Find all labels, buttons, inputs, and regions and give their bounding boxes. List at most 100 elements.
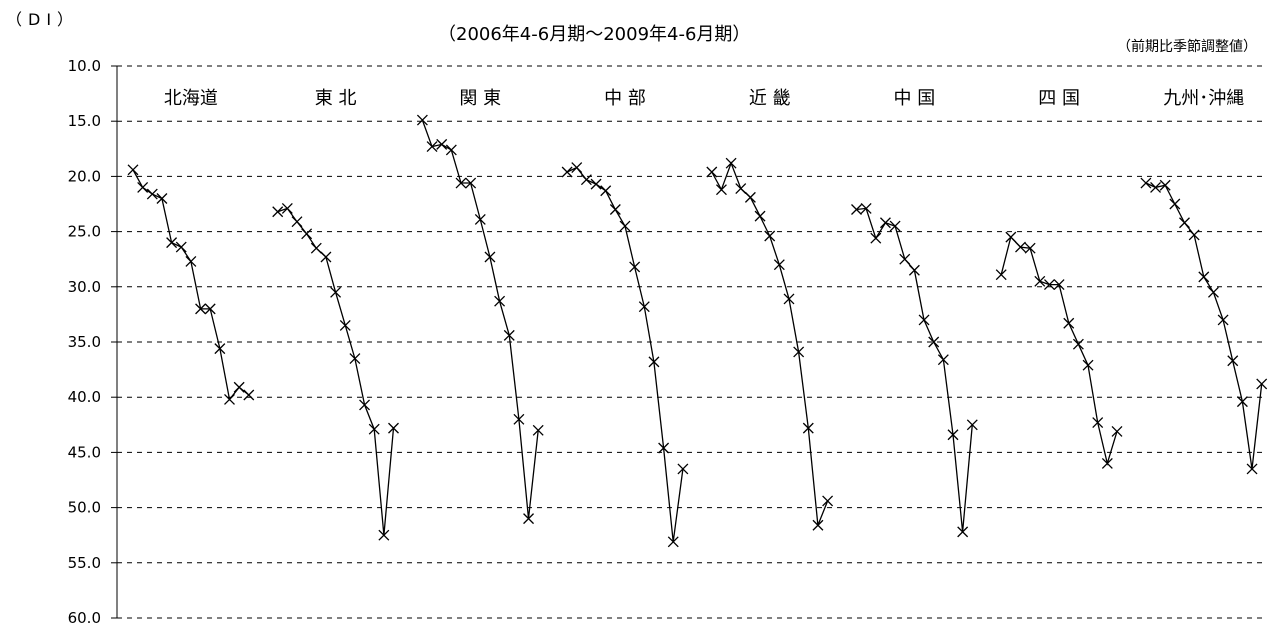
data-point-4-5 bbox=[754, 210, 766, 222]
data-point-2-4 bbox=[455, 177, 467, 189]
data-point-7-3 bbox=[1169, 198, 1181, 210]
data-point-6-4 bbox=[1034, 275, 1046, 287]
data-point-5-5 bbox=[899, 253, 911, 265]
data-point-3-3 bbox=[590, 178, 602, 190]
data-point-6-3 bbox=[1024, 242, 1036, 254]
data-point-0-5 bbox=[175, 241, 187, 253]
data-point-4-4 bbox=[744, 191, 756, 203]
data-point-5-12 bbox=[966, 419, 978, 431]
data-point-0-9 bbox=[214, 343, 226, 355]
data-point-1-11 bbox=[378, 529, 390, 541]
series-line-0 bbox=[132, 169, 250, 401]
data-point-3-11 bbox=[667, 536, 679, 548]
data-point-0-7 bbox=[195, 303, 207, 315]
data-point-1-0 bbox=[272, 206, 284, 218]
data-point-3-6 bbox=[619, 220, 631, 232]
data-point-7-7 bbox=[1207, 286, 1219, 298]
data-point-2-12 bbox=[532, 424, 544, 436]
data-point-6-2 bbox=[1015, 241, 1026, 253]
data-point-2-0 bbox=[416, 114, 428, 126]
data-point-4-6 bbox=[764, 230, 776, 242]
data-point-7-5 bbox=[1188, 229, 1200, 241]
y-tick-label-2: 20.0 bbox=[68, 167, 101, 185]
data-point-4-7 bbox=[773, 259, 785, 271]
data-point-0-11 bbox=[233, 381, 245, 393]
chart-note: （前期比季節調整値） bbox=[1117, 39, 1257, 55]
series-5 bbox=[851, 202, 978, 538]
data-point-3-0 bbox=[561, 166, 573, 178]
data-point-2-9 bbox=[503, 329, 515, 341]
y-tick-label-8: 50.0 bbox=[68, 499, 101, 517]
data-point-7-1 bbox=[1150, 181, 1162, 193]
region-label-2: 関 東 bbox=[459, 88, 501, 109]
data-point-5-8 bbox=[928, 336, 940, 348]
data-point-3-4 bbox=[600, 185, 612, 197]
data-point-3-1 bbox=[571, 162, 583, 174]
series-line-2 bbox=[421, 119, 539, 519]
data-point-1-12 bbox=[388, 422, 399, 434]
data-point-5-1 bbox=[860, 202, 872, 214]
series-2 bbox=[416, 114, 544, 525]
series-line-4 bbox=[711, 161, 829, 526]
data-point-3-12 bbox=[677, 463, 689, 475]
data-point-7-10 bbox=[1236, 396, 1248, 408]
data-point-7-2 bbox=[1159, 179, 1171, 191]
data-point-6-12 bbox=[1111, 425, 1123, 437]
series-7 bbox=[1140, 177, 1268, 475]
series-3 bbox=[561, 162, 689, 548]
data-point-2-2 bbox=[436, 138, 448, 150]
y-tick-label-5: 35.0 bbox=[68, 333, 101, 351]
data-point-6-11 bbox=[1101, 457, 1113, 469]
data-point-6-8 bbox=[1072, 338, 1084, 350]
data-point-3-5 bbox=[609, 204, 621, 215]
data-point-2-3 bbox=[445, 144, 457, 156]
data-point-6-7 bbox=[1063, 317, 1075, 329]
data-point-4-12 bbox=[822, 495, 834, 507]
region-label-1: 東 北 bbox=[315, 88, 357, 109]
y-tick-labels: 10.0 15.0 20.0 25.0 30.0 35.0 40.0 45.0 50.0 55.0… bbox=[68, 57, 101, 626]
data-point-2-6 bbox=[474, 213, 486, 225]
data-point-0-2 bbox=[146, 188, 158, 200]
data-point-7-4 bbox=[1179, 217, 1190, 229]
data-point-5-10 bbox=[947, 429, 959, 441]
data-point-4-11 bbox=[812, 519, 824, 531]
data-point-2-11 bbox=[523, 513, 535, 525]
data-point-7-12 bbox=[1256, 378, 1268, 390]
data-point-6-10 bbox=[1092, 417, 1104, 429]
y-tick-label-10: 60.0 bbox=[68, 609, 101, 626]
series-6 bbox=[995, 231, 1123, 469]
gridlines bbox=[111, 65, 1262, 619]
data-point-7-9 bbox=[1227, 355, 1239, 367]
data-point-1-8 bbox=[349, 353, 361, 365]
data-point-0-1 bbox=[137, 181, 149, 193]
data-point-5-0 bbox=[851, 204, 862, 215]
data-point-1-2 bbox=[291, 216, 303, 228]
data-point-7-8 bbox=[1217, 314, 1229, 326]
data-point-2-5 bbox=[465, 177, 477, 189]
data-point-1-6 bbox=[330, 286, 342, 298]
data-point-0-10 bbox=[224, 393, 235, 405]
data-point-5-9 bbox=[937, 354, 949, 366]
series-0 bbox=[127, 164, 255, 405]
region-label-0: 北海道 bbox=[164, 88, 218, 109]
data-point-0-12 bbox=[243, 389, 255, 401]
data-point-3-7 bbox=[629, 261, 641, 273]
y-tick-label-7: 45.0 bbox=[68, 443, 101, 461]
data-point-0-3 bbox=[156, 193, 168, 204]
series-line-1 bbox=[277, 207, 395, 536]
y-tick-label-4: 30.0 bbox=[68, 278, 101, 296]
data-point-2-8 bbox=[494, 295, 506, 307]
data-point-7-0 bbox=[1140, 177, 1152, 189]
series-line-7 bbox=[1145, 182, 1263, 470]
region-label-6: 四 国 bbox=[1038, 88, 1080, 109]
y-tick-label-1: 15.0 bbox=[68, 112, 101, 130]
data-point-4-10 bbox=[802, 422, 814, 434]
data-point-0-0 bbox=[127, 164, 139, 176]
data-point-4-3 bbox=[735, 183, 747, 195]
data-point-5-11 bbox=[957, 526, 969, 538]
data-point-6-0 bbox=[995, 269, 1007, 281]
data-point-3-2 bbox=[580, 174, 592, 186]
series-1 bbox=[272, 202, 399, 541]
data-point-3-10 bbox=[658, 442, 670, 454]
